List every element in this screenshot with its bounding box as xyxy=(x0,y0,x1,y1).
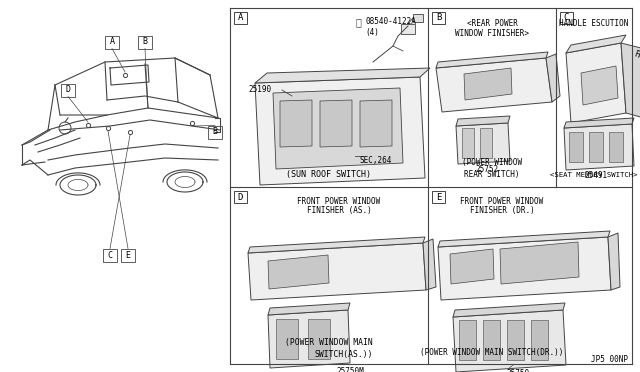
Polygon shape xyxy=(248,243,426,300)
Text: SWITCH(AS.)): SWITCH(AS.)) xyxy=(315,350,373,359)
Bar xyxy=(208,125,222,138)
Text: B: B xyxy=(212,128,218,137)
Polygon shape xyxy=(581,66,618,105)
Bar xyxy=(432,12,445,24)
Polygon shape xyxy=(438,237,611,300)
Bar xyxy=(480,128,492,158)
Text: B: B xyxy=(436,13,441,22)
Text: A: A xyxy=(109,38,115,46)
Polygon shape xyxy=(456,116,510,126)
Polygon shape xyxy=(268,310,350,368)
Bar xyxy=(234,191,247,203)
Polygon shape xyxy=(500,242,579,284)
Polygon shape xyxy=(566,43,626,123)
Text: A: A xyxy=(238,13,243,22)
Bar xyxy=(531,320,548,360)
Text: (POWER WINDOW: (POWER WINDOW xyxy=(462,157,522,167)
Text: 25491: 25491 xyxy=(584,171,607,180)
Polygon shape xyxy=(621,43,640,118)
Bar xyxy=(462,128,474,158)
Text: FRONT POWER WINDOW: FRONT POWER WINDOW xyxy=(460,196,543,205)
Polygon shape xyxy=(450,249,494,284)
Polygon shape xyxy=(423,239,436,290)
Text: SEC,264: SEC,264 xyxy=(360,155,392,164)
Text: FRONT: FRONT xyxy=(632,50,640,66)
Polygon shape xyxy=(566,35,626,53)
Polygon shape xyxy=(436,52,548,68)
Text: 25750M: 25750M xyxy=(336,366,364,372)
Polygon shape xyxy=(360,100,392,147)
Polygon shape xyxy=(464,68,512,100)
Polygon shape xyxy=(438,231,610,247)
Polygon shape xyxy=(456,123,510,164)
Polygon shape xyxy=(436,58,552,112)
Text: HANDLE ESCUTION: HANDLE ESCUTION xyxy=(559,19,628,28)
Bar xyxy=(103,248,117,262)
Text: FRONT POWER WINDOW: FRONT POWER WINDOW xyxy=(298,196,381,205)
Bar xyxy=(401,24,415,34)
Polygon shape xyxy=(453,310,566,372)
Polygon shape xyxy=(453,303,565,317)
Text: 25752: 25752 xyxy=(476,166,499,174)
Polygon shape xyxy=(255,77,425,185)
Bar xyxy=(432,191,445,203)
Bar xyxy=(569,132,583,162)
Text: (SUN ROOF SWITCH): (SUN ROOF SWITCH) xyxy=(287,170,371,180)
Text: Ⓢ: Ⓢ xyxy=(355,17,361,27)
Polygon shape xyxy=(273,88,403,169)
Polygon shape xyxy=(546,54,560,102)
Text: D: D xyxy=(65,86,70,94)
Bar xyxy=(560,12,573,24)
Bar xyxy=(507,320,524,360)
Text: E: E xyxy=(436,192,441,202)
Bar xyxy=(589,132,603,162)
Bar xyxy=(61,83,75,96)
Text: (POWER WINDOW MAIN SWITCH(DR.)): (POWER WINDOW MAIN SWITCH(DR.)) xyxy=(420,347,564,356)
Polygon shape xyxy=(608,233,620,290)
Text: FINISHER (DR.): FINISHER (DR.) xyxy=(470,206,534,215)
Polygon shape xyxy=(268,303,350,315)
Polygon shape xyxy=(268,255,329,289)
Polygon shape xyxy=(255,68,430,83)
Text: FINISHER (AS.): FINISHER (AS.) xyxy=(307,206,371,215)
Text: <SEAT MEMORY SWITCH>: <SEAT MEMORY SWITCH> xyxy=(550,172,637,178)
Bar xyxy=(105,35,119,48)
Polygon shape xyxy=(564,118,634,128)
Bar xyxy=(609,132,623,162)
Polygon shape xyxy=(564,124,634,170)
Text: REAR SWITCH): REAR SWITCH) xyxy=(464,170,520,179)
Text: E: E xyxy=(125,250,131,260)
Bar xyxy=(483,320,500,360)
Text: C: C xyxy=(108,250,113,260)
Bar xyxy=(276,319,298,359)
Text: D: D xyxy=(238,192,243,202)
Text: WINDOW FINISHER>: WINDOW FINISHER> xyxy=(455,29,529,38)
Bar xyxy=(234,12,247,24)
Bar xyxy=(459,320,476,360)
Polygon shape xyxy=(248,237,425,253)
Text: 08540-4122A: 08540-4122A xyxy=(365,17,416,26)
Bar xyxy=(308,319,330,359)
Text: <REAR POWER: <REAR POWER xyxy=(467,19,517,28)
Bar xyxy=(121,248,135,262)
Text: 25750: 25750 xyxy=(506,369,529,372)
Polygon shape xyxy=(280,100,312,147)
Polygon shape xyxy=(320,100,352,147)
Text: (POWER WINDOW MAIN: (POWER WINDOW MAIN xyxy=(285,337,373,346)
Text: B: B xyxy=(143,38,147,46)
Text: C: C xyxy=(564,13,569,22)
Bar xyxy=(413,14,423,22)
Bar xyxy=(138,35,152,48)
Text: (4): (4) xyxy=(365,28,379,36)
Text: JP5 00NP: JP5 00NP xyxy=(591,356,628,365)
Text: 25190: 25190 xyxy=(248,86,271,94)
